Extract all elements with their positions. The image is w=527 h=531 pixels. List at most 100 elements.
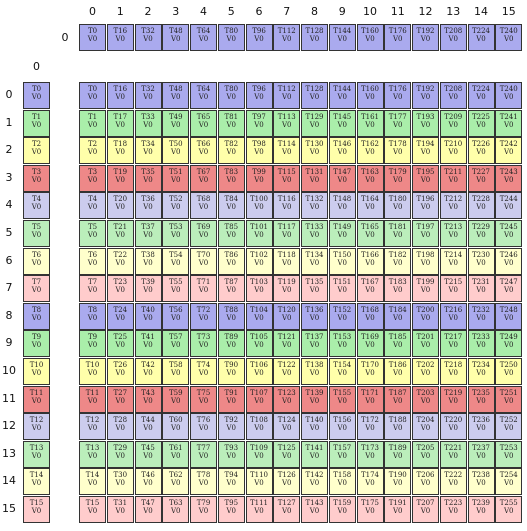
value-label: V0 xyxy=(87,286,98,295)
thread-id: T20 xyxy=(113,195,128,204)
value-label: V0 xyxy=(170,313,181,322)
value-label: V0 xyxy=(503,93,514,101)
value-label: V0 xyxy=(226,424,236,433)
c-cell: T56 V0 xyxy=(162,302,190,330)
thread-id: T29 xyxy=(113,443,128,452)
thread-id: T84 xyxy=(224,195,239,204)
c-cell: T62 V0 xyxy=(162,468,190,496)
c-cell: T191 V0 xyxy=(384,496,412,523)
thread-id: T139 xyxy=(305,388,324,397)
value-label: V0 xyxy=(448,396,458,405)
thread-id: T94 xyxy=(224,471,239,480)
c-cell: T7 V0 xyxy=(79,275,106,303)
thread-id: T200 xyxy=(416,305,435,314)
c-cell: T47 V0 xyxy=(134,496,162,523)
thread-id: T17 xyxy=(113,112,128,121)
value-label: V0 xyxy=(365,479,375,488)
thread-id: T202 xyxy=(416,361,435,369)
thread-id: T129 xyxy=(305,112,324,121)
c-cell: T57 V0 xyxy=(162,330,190,358)
value-label: V0 xyxy=(476,396,486,405)
c-cell: T131 V0 xyxy=(301,164,328,192)
c-cell: T41 V0 xyxy=(134,330,162,358)
c-cell: T128 V0 xyxy=(301,82,328,109)
c-cell: T186 V0 xyxy=(384,358,412,385)
c-cell: T248 V0 xyxy=(495,302,523,330)
value-label: V0 xyxy=(392,479,403,488)
c-cell: T102 V0 xyxy=(245,247,273,275)
value-label: V0 xyxy=(31,231,42,239)
thread-id: T40 xyxy=(141,305,155,314)
value-label: V0 xyxy=(420,396,431,405)
c-cell: T167 V0 xyxy=(356,275,384,303)
thread-id: T33 xyxy=(141,112,155,121)
value-label: V0 xyxy=(420,148,431,157)
row-label: 1 xyxy=(5,115,13,129)
c-cell: T10 V0 xyxy=(79,358,106,385)
value-label: V0 xyxy=(309,479,320,488)
value-label: V0 xyxy=(87,93,98,101)
thread-id: T5 xyxy=(87,223,98,231)
thread-id: T110 xyxy=(249,471,269,480)
value-label: V0 xyxy=(31,175,42,184)
value-label: V0 xyxy=(392,424,403,433)
c-cell: T179 V0 xyxy=(384,164,412,192)
value-label: V0 xyxy=(281,231,292,239)
thread-id: T176 xyxy=(388,27,407,35)
thread-id: T115 xyxy=(277,167,296,176)
value-label: V0 xyxy=(115,396,125,405)
b-row-label: 0 xyxy=(61,31,69,44)
c-cell: T34 V0 xyxy=(134,137,162,165)
thread-id: T97 xyxy=(252,112,266,121)
c-cell: T20 V0 xyxy=(106,192,134,220)
c-cell: T113 V0 xyxy=(273,109,301,137)
c-cell: T29 V0 xyxy=(106,440,134,468)
thread-id: T8 xyxy=(31,305,42,314)
value-label: V0 xyxy=(170,424,181,433)
value-label: V0 xyxy=(226,479,236,488)
c-cell: T134 V0 xyxy=(301,247,328,275)
thread-id: T230 xyxy=(471,250,491,259)
value-label: V0 xyxy=(337,313,347,322)
thread-id: T235 xyxy=(471,388,491,397)
c-cell: T3 V0 xyxy=(79,164,106,192)
column-label: 4 xyxy=(200,5,207,18)
c-cell: T80 V0 xyxy=(217,82,245,109)
c-cell: T73 V0 xyxy=(190,330,217,358)
c-cell: T218 V0 xyxy=(439,358,467,385)
thread-id: T114 xyxy=(277,140,296,149)
value-label: V0 xyxy=(254,396,264,405)
value-label: V0 xyxy=(392,120,403,129)
c-cell: T106 V0 xyxy=(245,358,273,385)
value-label: V0 xyxy=(420,286,431,295)
c-cell: T126 V0 xyxy=(273,468,301,496)
thread-id: T154 xyxy=(333,361,352,369)
thread-id: T194 xyxy=(416,140,435,149)
value-label: V0 xyxy=(31,203,42,212)
thread-id: T3 xyxy=(31,167,42,176)
thread-id: T165 xyxy=(360,223,380,231)
value-label: V0 xyxy=(87,120,98,129)
value-label: V0 xyxy=(254,507,264,515)
column-label: 0 xyxy=(89,5,96,18)
thread-id: T186 xyxy=(388,361,407,369)
value-label: V0 xyxy=(31,258,42,267)
c-cell: T145 V0 xyxy=(328,109,356,137)
c-cell: T183 V0 xyxy=(384,275,412,303)
c-cell: T109 V0 xyxy=(245,440,273,468)
value-label: V0 xyxy=(254,479,264,488)
value-label: V0 xyxy=(115,369,125,377)
c-cell: T48 V0 xyxy=(162,82,190,109)
thread-id: T11 xyxy=(29,388,44,397)
thread-id: T153 xyxy=(333,333,352,342)
value-label: V0 xyxy=(170,286,181,295)
c-cell: T240 V0 xyxy=(495,82,523,109)
value-label: V0 xyxy=(392,396,403,405)
value-label: V0 xyxy=(198,231,209,239)
value-label: V0 xyxy=(281,258,292,267)
value-label: V0 xyxy=(309,451,320,460)
thread-id: T225 xyxy=(471,112,491,121)
c-cell: T75 V0 xyxy=(190,385,217,413)
value-label: V0 xyxy=(198,507,209,515)
value-label: V0 xyxy=(476,258,486,267)
